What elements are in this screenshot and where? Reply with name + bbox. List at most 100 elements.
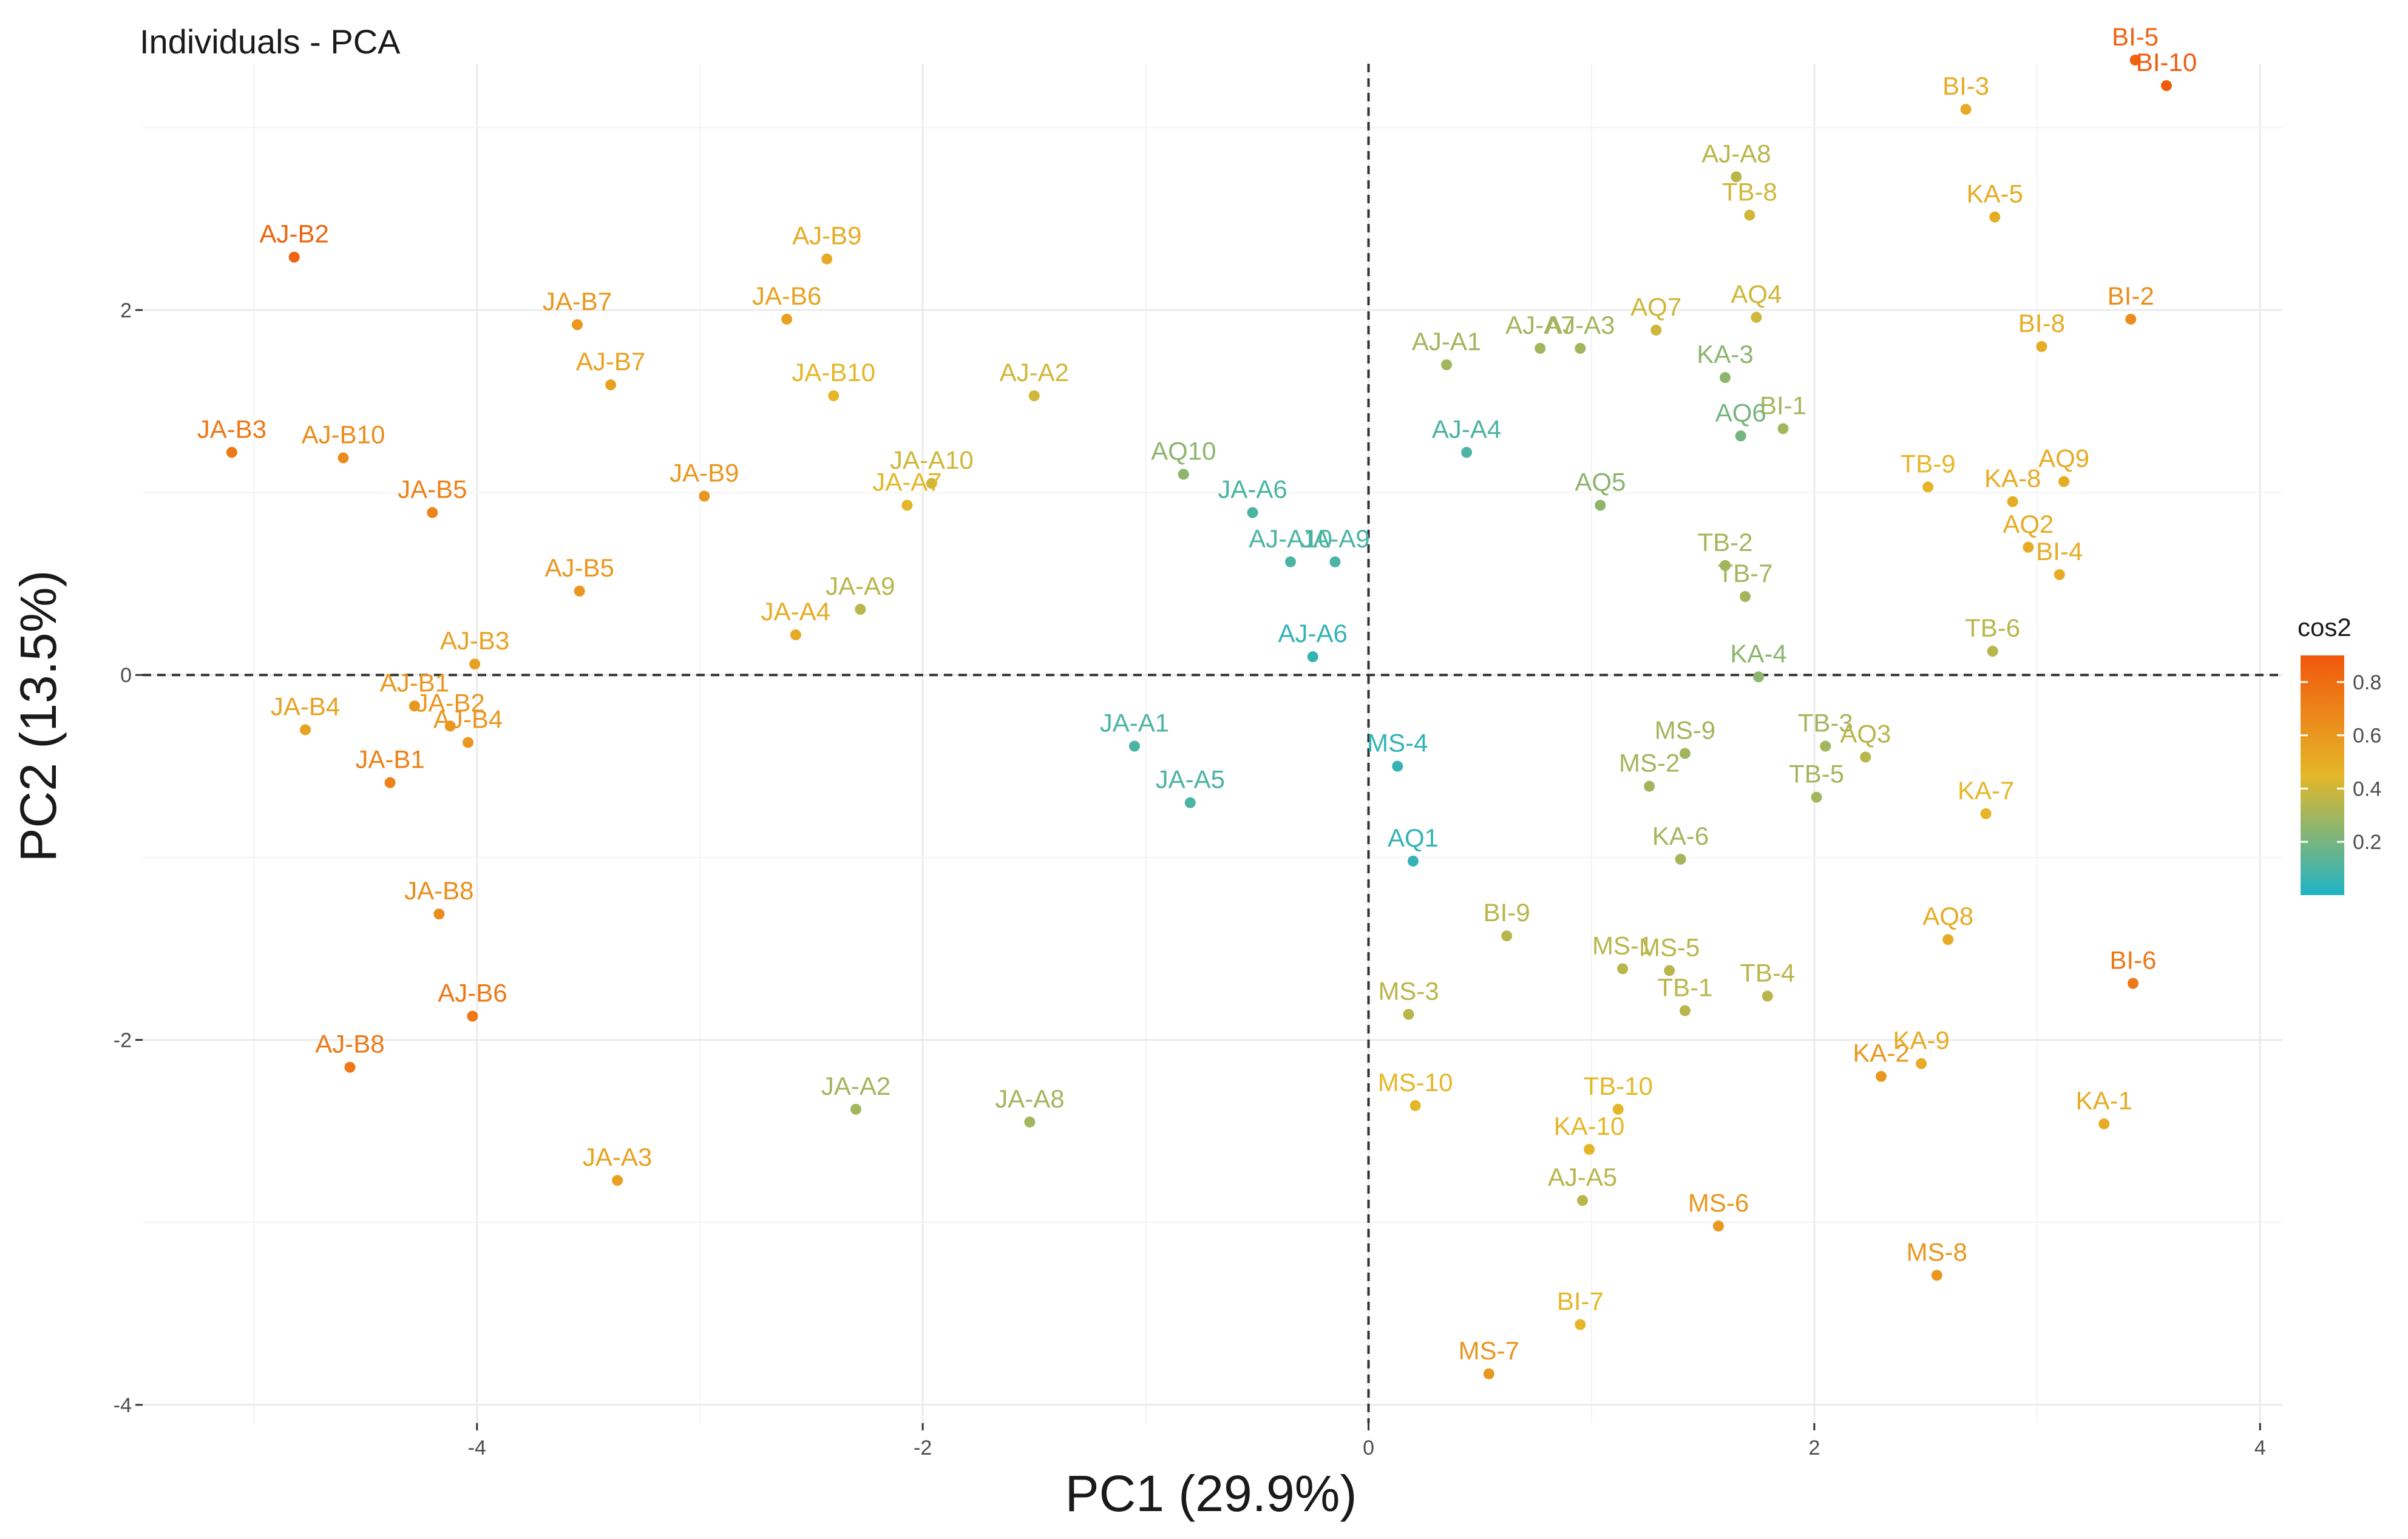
data-point [1713, 1220, 1725, 1232]
data-label: AJ-A4 [1432, 414, 1501, 443]
data-label: JA-B9 [670, 459, 739, 487]
x-axis-title: PC1 (29.9%) [1065, 1465, 1357, 1522]
data-point [444, 720, 456, 732]
data-label: AJ-A1 [1412, 327, 1481, 356]
data-point [1675, 853, 1686, 865]
data-point [1811, 791, 1822, 803]
data-point [1980, 808, 1992, 819]
y-axis-title: PC2 (13.5%) [10, 570, 67, 862]
data-point [1612, 1103, 1624, 1115]
data-label: AJ-A2 [1000, 358, 1069, 387]
data-point [2161, 80, 2172, 92]
data-point [2129, 54, 2141, 66]
data-label: AQ6 [1715, 398, 1766, 427]
data-label: MS-8 [1907, 1237, 1967, 1266]
data-point [1735, 430, 1746, 442]
data-label: JA-B5 [398, 475, 467, 504]
data-label: KA-4 [1730, 639, 1786, 668]
axis-ticks: -4 -2 0 2 4 -4 -2 0 2 [114, 299, 2266, 1460]
data-label: KA-6 [1652, 822, 1709, 850]
data-label: AJ-A7 [1505, 311, 1575, 339]
data-label: KA-8 [1984, 464, 2041, 493]
data-label: KA-10 [1554, 1112, 1625, 1140]
data-point [781, 313, 793, 325]
data-point [1960, 104, 1972, 115]
data-label: TB-6 [1965, 614, 2020, 642]
data-point [1679, 748, 1691, 759]
data-label: TB-7 [1718, 559, 1773, 587]
data-point [1664, 965, 1675, 976]
data-label: BI-6 [2109, 945, 2156, 974]
data-label: JA-B1 [355, 745, 424, 774]
data-points [226, 54, 2172, 1379]
data-point [384, 777, 396, 788]
data-label: TB-1 [1657, 973, 1712, 1001]
x-tick-label: -4 [468, 1436, 486, 1460]
data-label: TB-8 [1722, 178, 1777, 206]
data-point [1392, 760, 1403, 772]
data-point [288, 251, 300, 263]
data-label: JA-A6 [1218, 475, 1287, 504]
x-tick-label: -2 [914, 1436, 932, 1460]
data-point [1820, 740, 1831, 752]
x-tick-label: 4 [2254, 1436, 2266, 1460]
data-point [2036, 341, 2047, 353]
data-label: JA-A3 [583, 1143, 652, 1171]
data-label: MS-7 [1459, 1336, 1519, 1365]
data-label: AQ2 [2003, 510, 2054, 538]
data-point [1731, 171, 1742, 183]
data-label: AJ-A10 [1249, 524, 1332, 553]
data-label: BI-10 [2136, 48, 2197, 76]
data-label: MS-10 [1378, 1068, 1453, 1097]
data-label: KA-3 [1697, 340, 1753, 368]
data-label: BI-9 [1484, 898, 1530, 927]
data-point [821, 253, 833, 265]
data-label: JA-A8 [995, 1084, 1064, 1113]
legend-tick-label: 0.6 [2353, 725, 2381, 748]
data-label: JA-A10 [890, 446, 974, 475]
data-label: JA-B2 [416, 688, 485, 717]
data-label: BI-2 [2108, 282, 2154, 310]
data-point [1483, 1368, 1494, 1379]
data-point [1128, 740, 1140, 752]
data-point [1584, 1143, 1595, 1155]
x-tick-label: 0 [1363, 1436, 1374, 1460]
data-point [1617, 963, 1629, 975]
y-tick-label: -4 [114, 1394, 132, 1417]
data-point [469, 658, 481, 670]
data-label: TB-4 [1740, 958, 1795, 987]
data-point [1740, 590, 1751, 602]
data-label: AJ-B8 [315, 1030, 384, 1058]
data-label: TB-5 [1789, 760, 1844, 788]
data-point [1184, 797, 1196, 808]
data-point [1762, 990, 1773, 1002]
data-label: KA-7 [1958, 776, 2014, 805]
data-label: AQ5 [1575, 468, 1626, 496]
data-label: JA-A7 [872, 468, 941, 496]
data-point [1247, 507, 1258, 518]
data-point [1931, 1270, 1942, 1281]
data-point [926, 478, 937, 489]
data-point [2127, 978, 2138, 989]
data-label: AJ-A8 [1701, 139, 1771, 167]
data-label: JA-B7 [543, 287, 612, 316]
legend-colorbar [2301, 655, 2344, 895]
data-label: AJ-B3 [440, 626, 509, 655]
data-point [1751, 311, 1762, 323]
data-label: KA-9 [1893, 1026, 1949, 1055]
data-label: AJ-B7 [576, 347, 645, 376]
data-label: AJ-A3 [1545, 311, 1615, 339]
data-point [226, 447, 237, 458]
data-point [1720, 372, 1731, 384]
data-point [344, 1061, 356, 1073]
data-label: JA-B10 [792, 358, 875, 387]
data-point [612, 1175, 623, 1186]
data-point [1916, 1058, 1927, 1069]
data-point [1679, 1005, 1691, 1016]
data-point [427, 507, 438, 518]
chart-title: Individuals - PCA [140, 22, 401, 61]
data-point [1285, 556, 1297, 567]
data-point [433, 908, 445, 920]
data-label: JA-A5 [1156, 765, 1225, 794]
data-point [2125, 313, 2137, 325]
